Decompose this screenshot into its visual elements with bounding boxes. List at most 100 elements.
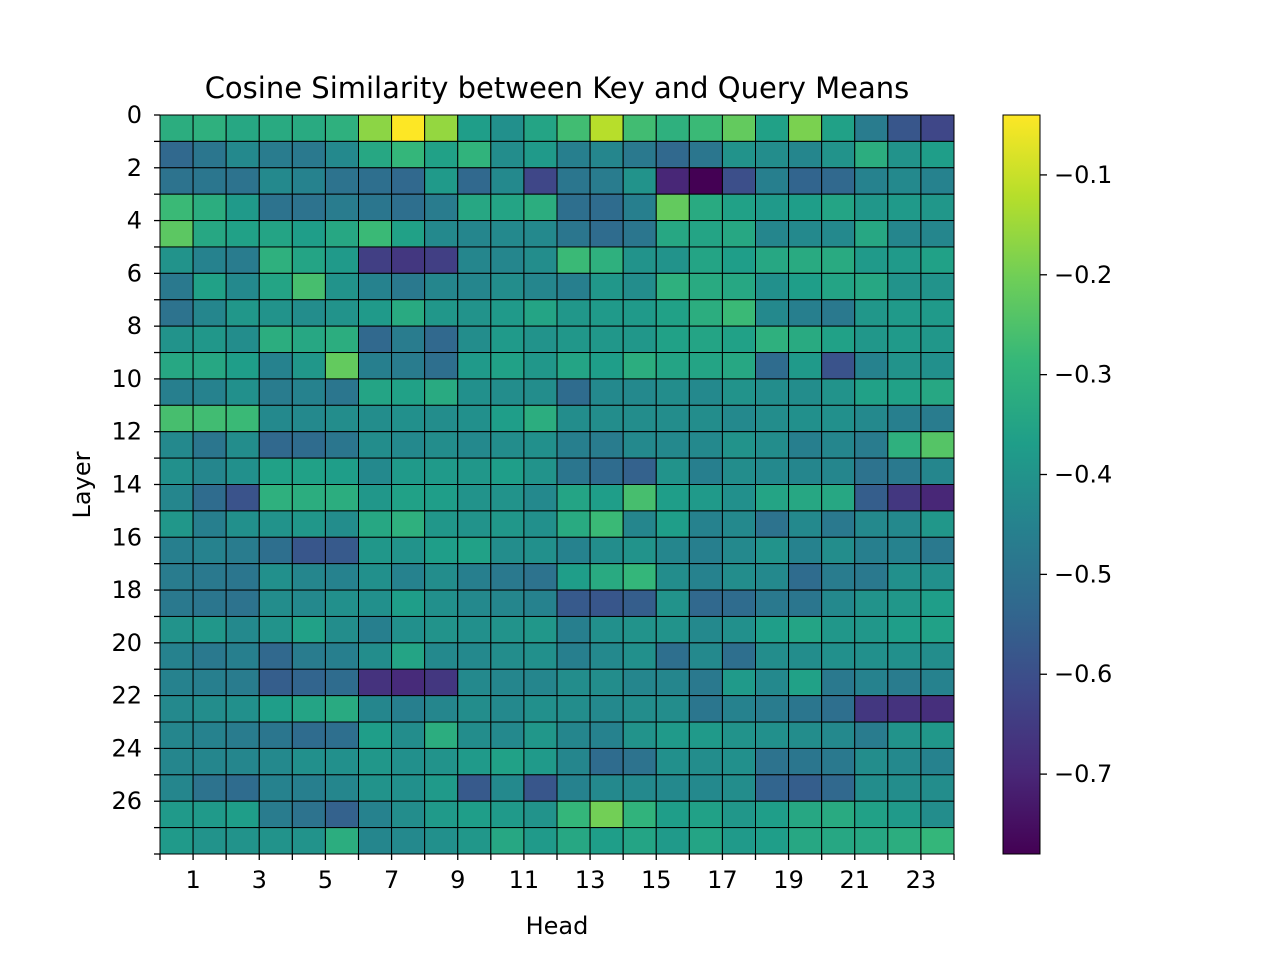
heatmap-cell	[424, 220, 459, 248]
heatmap-cell	[424, 457, 459, 485]
heatmap-cell	[788, 800, 823, 829]
heatmap-cell	[854, 220, 889, 248]
heatmap-cell	[688, 352, 723, 380]
heatmap-cell	[490, 272, 525, 301]
heatmap-cell	[159, 378, 194, 406]
heatmap-cell	[291, 140, 326, 169]
heatmap-cell	[655, 431, 690, 459]
heatmap-cell	[688, 431, 723, 459]
heatmap-cell	[721, 642, 756, 670]
heatmap-cell	[490, 747, 525, 776]
heatmap-cell	[523, 800, 558, 829]
heatmap-cell	[688, 246, 723, 274]
heatmap-cell	[854, 193, 889, 222]
heatmap-cell	[159, 615, 194, 644]
heatmap-cell	[225, 642, 260, 670]
heatmap-cell	[821, 167, 856, 195]
heatmap-cell	[688, 299, 723, 327]
heatmap-cell	[589, 246, 624, 274]
heatmap-cell	[854, 431, 889, 459]
heatmap-cell	[854, 404, 889, 433]
y-tick-label: 4	[127, 207, 142, 235]
heatmap-cell	[391, 272, 426, 301]
heatmap-cell	[622, 536, 657, 565]
heatmap-cell	[887, 246, 922, 274]
heatmap-cell	[887, 695, 922, 723]
heatmap-cell	[788, 668, 823, 697]
heatmap-cell	[655, 536, 690, 565]
heatmap-cell	[159, 800, 194, 829]
chart-title: Cosine Similarity between Key and Query …	[205, 71, 910, 105]
heatmap-cell	[821, 827, 856, 855]
heatmap-cell	[589, 272, 624, 301]
heatmap-cell	[854, 642, 889, 670]
heatmap-cell	[887, 378, 922, 406]
heatmap-cell	[192, 378, 227, 406]
heatmap-cell	[854, 800, 889, 829]
heatmap-cell	[225, 246, 260, 274]
heatmap-cell	[324, 800, 360, 829]
heatmap-cell	[688, 140, 723, 169]
y-tick-label: 20	[111, 629, 142, 657]
heatmap-cell	[755, 299, 790, 327]
heatmap-cell	[192, 299, 227, 327]
heatmap-cell	[821, 800, 856, 829]
heatmap-cell	[887, 563, 922, 591]
heatmap-cell	[192, 272, 227, 301]
heatmap-cell	[358, 484, 393, 512]
heatmap-cell	[887, 352, 922, 380]
heatmap-cell	[291, 246, 326, 274]
heatmap-cell	[490, 246, 525, 274]
heatmap-cell	[821, 589, 856, 617]
heatmap-cell	[589, 510, 624, 538]
heatmap-cell	[358, 563, 393, 591]
heatmap-cell	[854, 484, 889, 512]
heatmap-cell	[391, 615, 426, 644]
heatmap-cell	[258, 615, 293, 644]
heatmap-cell	[324, 114, 360, 142]
heatmap-cell	[358, 668, 393, 697]
heatmap-cell	[424, 325, 459, 354]
colorbar-tick-label: −0.2	[1054, 261, 1112, 289]
heatmap-cell	[192, 457, 227, 485]
heatmap-cell	[688, 589, 723, 617]
x-tick-label: 11	[509, 866, 540, 894]
heatmap-cell	[391, 484, 426, 512]
heatmap-cell	[225, 774, 260, 802]
heatmap-cell	[655, 220, 690, 248]
heatmap-cell	[457, 721, 492, 749]
heatmap-cell	[655, 800, 690, 829]
heatmap-cell	[887, 220, 922, 248]
x-tick-label: 15	[641, 866, 672, 894]
heatmap-cell	[490, 589, 525, 617]
heatmap-cell	[391, 246, 426, 274]
colorbar-tick-label: −0.5	[1054, 560, 1112, 588]
heatmap-cell	[788, 510, 823, 538]
heatmap-cell	[225, 747, 260, 776]
heatmap-cell	[457, 140, 492, 169]
heatmap-cell	[887, 404, 922, 433]
heatmap-cell	[457, 484, 492, 512]
heatmap-cell	[556, 695, 591, 723]
heatmap-cell	[920, 774, 955, 802]
heatmap-cell	[821, 457, 856, 485]
heatmap-cell	[192, 642, 227, 670]
heatmap-cell	[358, 272, 393, 301]
heatmap-cell	[424, 721, 459, 749]
heatmap-cell	[688, 721, 723, 749]
heatmap-cell	[920, 140, 955, 169]
heatmap-cell	[755, 246, 790, 274]
heatmap-cell	[291, 510, 326, 538]
heatmap-cell	[920, 668, 955, 697]
heatmap-cell	[324, 299, 360, 327]
y-tick-label: 6	[127, 259, 142, 287]
heatmap-cell	[324, 563, 360, 591]
heatmap-cell	[821, 431, 856, 459]
heatmap-cell	[424, 589, 459, 617]
heatmap-cell	[788, 246, 823, 274]
heatmap-cell	[490, 457, 525, 485]
colorbar-tick-label: −0.3	[1054, 361, 1112, 389]
heatmap-cell	[391, 668, 426, 697]
y-tick-label: 10	[111, 365, 142, 393]
heatmap-cell	[821, 378, 856, 406]
